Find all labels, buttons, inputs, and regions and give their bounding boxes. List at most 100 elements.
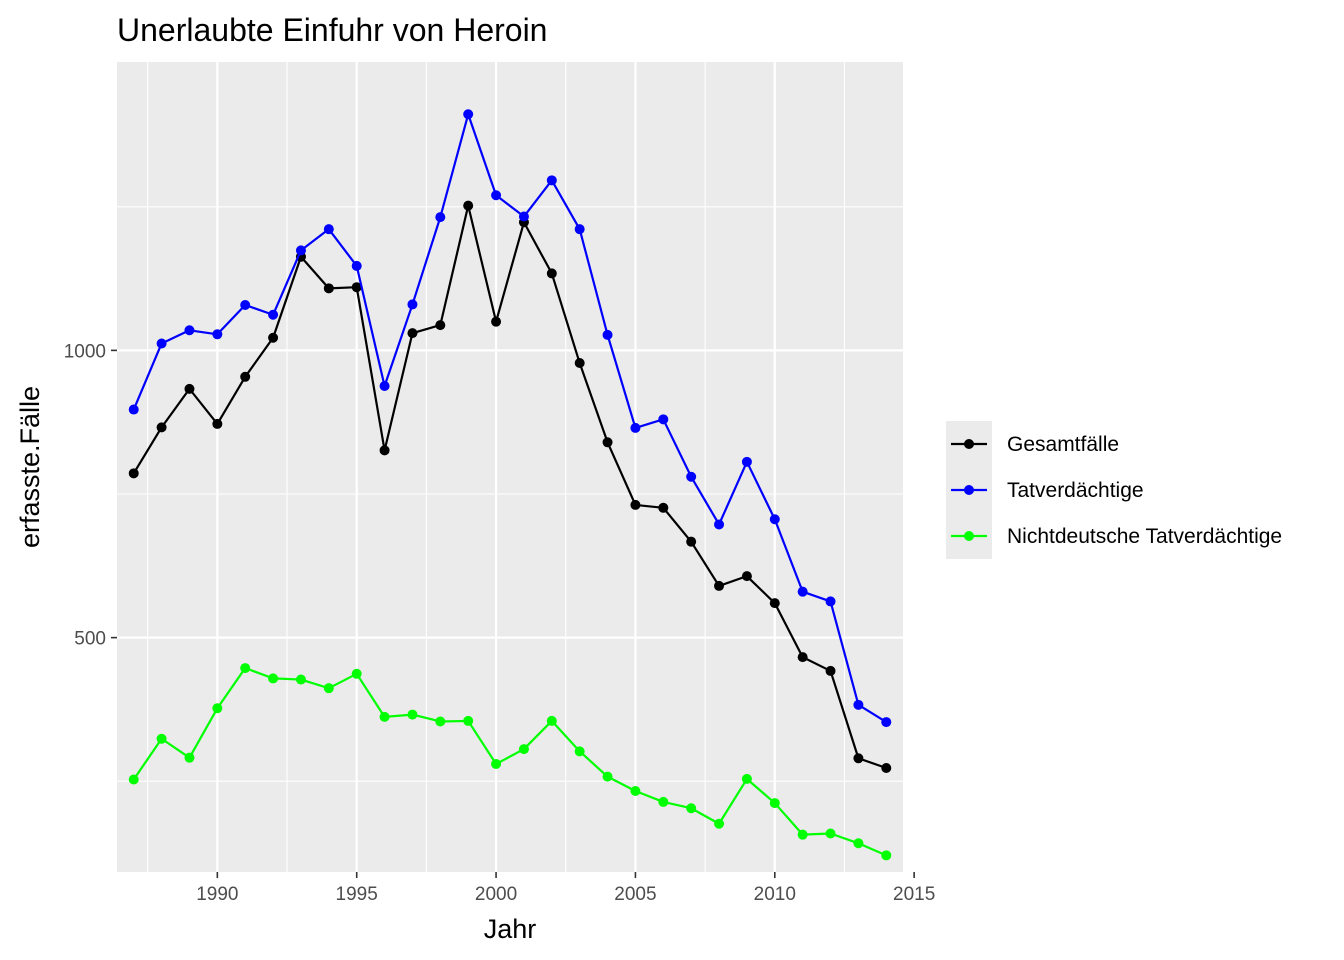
data-point — [463, 200, 474, 211]
data-point — [323, 683, 334, 694]
legend-key-point — [964, 531, 974, 541]
series-line-2 — [132, 666, 887, 857]
data-point — [630, 786, 641, 796]
series-layer — [128, 109, 892, 861]
x-tick-label: 2005 — [614, 884, 656, 905]
data-point — [741, 773, 752, 784]
series-line-1 — [132, 113, 887, 723]
data-point — [574, 746, 585, 757]
data-point — [184, 383, 195, 394]
data-point — [435, 212, 446, 223]
data-point — [128, 774, 139, 785]
legend-label: Tatverdächtige — [1007, 479, 1144, 502]
data-point — [825, 596, 836, 607]
data-point — [184, 752, 195, 763]
data-point — [602, 437, 613, 448]
data-point — [128, 404, 139, 415]
data-point — [546, 715, 557, 726]
data-point — [212, 418, 223, 429]
y-axis-title: erfasste.Fälle — [15, 386, 45, 548]
data-point — [128, 468, 139, 479]
data-point — [853, 838, 864, 849]
data-point — [268, 332, 279, 343]
data-point — [323, 224, 334, 235]
data-point — [268, 309, 279, 320]
data-point — [491, 759, 502, 769]
data-point — [323, 283, 334, 294]
data-point — [518, 211, 529, 222]
data-point — [212, 703, 223, 714]
x-tick-label: 1990 — [196, 884, 238, 905]
data-point — [658, 414, 669, 425]
data-point — [407, 299, 418, 310]
data-point — [825, 828, 836, 839]
data-point — [769, 798, 780, 809]
data-point — [630, 499, 641, 510]
data-point — [240, 663, 251, 674]
x-tick-label: 1995 — [336, 884, 378, 905]
data-point — [156, 733, 167, 744]
data-point — [769, 598, 780, 609]
data-point — [797, 829, 808, 840]
x-tick-label: 2010 — [754, 884, 796, 905]
legend: Gesamtfälle Tatverdächtige Nichtdeutsche T… — [946, 421, 1282, 559]
legend-key-point — [964, 485, 974, 495]
data-point — [491, 190, 502, 201]
data-point — [463, 109, 474, 120]
data-point — [491, 316, 502, 327]
data-point — [240, 371, 251, 382]
data-point — [741, 456, 752, 467]
data-point — [658, 796, 669, 807]
data-point — [546, 268, 557, 279]
legend-label: Nichtdeutsche Tatverdächtige — [1007, 525, 1282, 548]
x-axis-title: Jahr — [484, 914, 537, 944]
data-point — [463, 715, 474, 726]
data-point — [156, 338, 167, 349]
legend-label: Gesamtfälle — [1007, 433, 1119, 456]
data-point — [212, 329, 223, 340]
x-tick-label: 2000 — [475, 884, 517, 905]
data-point — [881, 717, 892, 728]
data-point — [379, 711, 390, 722]
data-point — [295, 674, 306, 685]
data-point — [658, 502, 669, 513]
data-point — [686, 471, 697, 482]
data-point — [435, 320, 446, 331]
data-point — [714, 580, 725, 591]
data-point — [714, 818, 725, 829]
data-point — [268, 673, 279, 684]
chart-title: Unerlaubte Einfuhr von Heroin — [117, 12, 547, 48]
data-point — [630, 422, 641, 433]
y-axis: 500 1000 — [64, 341, 117, 650]
x-axis: 1990 1995 2000 2005 2010 2015 — [196, 872, 935, 905]
data-point — [407, 709, 418, 720]
data-point — [825, 665, 836, 676]
data-point — [518, 744, 529, 755]
data-point — [574, 224, 585, 235]
data-point — [379, 381, 390, 391]
data-point — [351, 282, 362, 293]
data-point — [853, 699, 864, 710]
data-point — [351, 668, 362, 679]
data-point — [714, 519, 725, 530]
data-point — [379, 445, 390, 456]
data-point — [741, 571, 752, 582]
data-point — [240, 300, 251, 310]
data-point — [184, 325, 195, 336]
x-tick-label: 2015 — [893, 884, 935, 905]
data-point — [881, 763, 892, 774]
data-point — [686, 536, 697, 547]
series-line-0 — [132, 204, 887, 770]
data-point — [881, 850, 892, 861]
y-tick-label: 1000 — [64, 341, 106, 362]
data-point — [602, 771, 613, 782]
data-point — [574, 358, 585, 369]
data-point — [156, 422, 167, 433]
data-point — [546, 175, 557, 186]
data-point — [797, 586, 808, 597]
data-point — [853, 753, 864, 764]
plot-panel — [117, 62, 903, 872]
legend-key-point — [964, 439, 974, 449]
data-point — [602, 329, 613, 340]
